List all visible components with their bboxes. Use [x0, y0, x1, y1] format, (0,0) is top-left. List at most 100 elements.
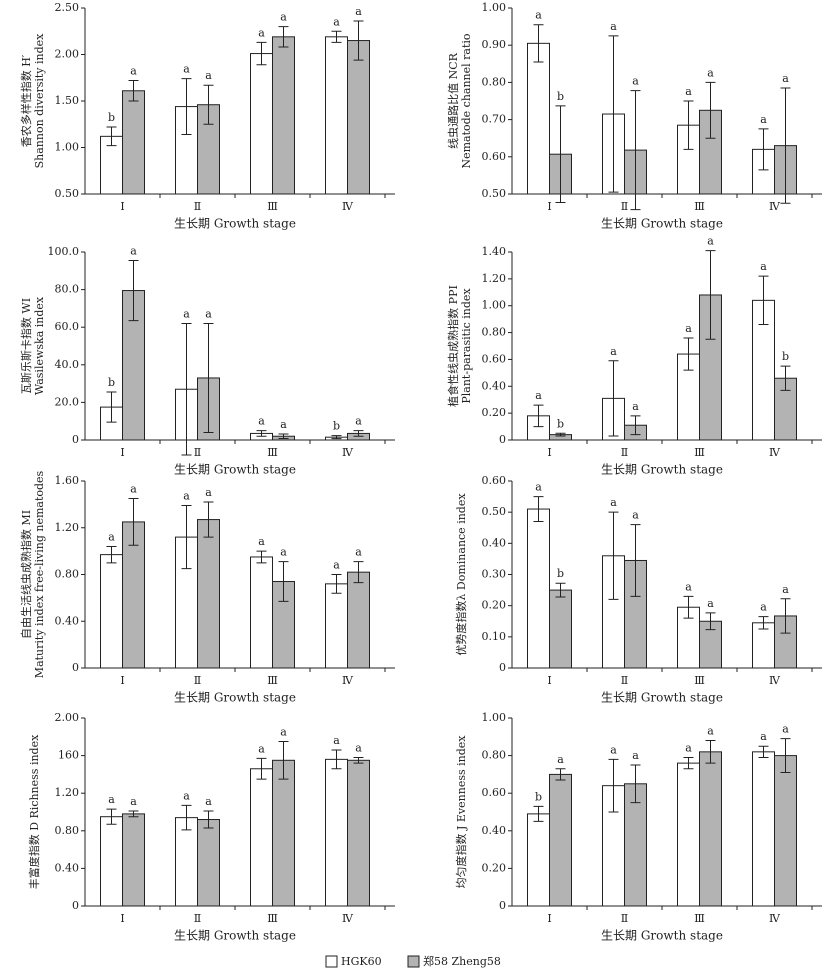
bar [272, 759, 295, 907]
x-tick-label: Ⅲ [267, 446, 278, 459]
bar [549, 589, 572, 669]
error-bar [758, 275, 769, 326]
bar [325, 758, 348, 907]
y-tick-label: 0.80 [482, 749, 507, 762]
y-tick-label: 1.20 [482, 272, 507, 285]
error-bar [128, 498, 139, 546]
y-tick-label: 0 [499, 899, 506, 912]
bar [197, 519, 220, 669]
error-bar [608, 758, 619, 813]
x-tick-label: Ⅳ [342, 674, 354, 687]
error-bar [533, 404, 544, 428]
error-bar [278, 741, 289, 780]
significance-letter: a [258, 26, 265, 39]
error-bar [608, 360, 619, 437]
significance-letter: a [130, 483, 137, 496]
error-bar [608, 511, 619, 600]
error-bar [181, 78, 192, 135]
error-bar [203, 84, 214, 125]
error-bar [106, 808, 117, 825]
significance-letter: b [108, 111, 115, 124]
significance-letter: a [782, 583, 789, 596]
x-tick-label: Ⅰ [547, 912, 551, 925]
error-bar [705, 81, 716, 139]
significance-letter: a [685, 580, 692, 593]
y-tick-label: 0.40 [482, 536, 507, 549]
significance-letter: b [557, 417, 564, 430]
significance-letter: a [130, 65, 137, 78]
y-tick-label: 0.80 [55, 568, 80, 581]
y-axis-label: 植食性线虫成熟指数 PPI [446, 285, 460, 407]
error-bar [780, 598, 791, 634]
bar [677, 762, 700, 907]
y-axis-label: Plant-parasitic index [460, 288, 473, 404]
error-bar [705, 740, 716, 764]
x-tick-label: Ⅳ [342, 446, 354, 459]
y-tick-label: 0.10 [482, 630, 507, 643]
error-bar [331, 574, 342, 594]
y-tick-label: 2.00 [55, 711, 80, 724]
y-tick-label: 0.60 [482, 150, 507, 163]
error-bar [128, 80, 139, 102]
x-tick-label: Ⅳ [769, 674, 781, 687]
y-tick-label: 40.0 [55, 358, 80, 371]
significance-letter: b [108, 376, 115, 389]
significance-letter: a [535, 481, 542, 494]
significance-letter: a [535, 9, 542, 22]
significance-letter: b [557, 90, 564, 103]
y-tick-label: 0.60 [482, 786, 507, 799]
x-axis-label: 生长期 Growth stage [174, 691, 296, 705]
x-tick-label: Ⅱ [621, 200, 628, 213]
error-bar [780, 738, 791, 774]
error-bar [203, 322, 214, 433]
y-tick-label: 0.20 [482, 406, 507, 419]
y-tick-label: 0.40 [55, 614, 80, 627]
y-axis-label: Shannon diversity index [33, 33, 46, 169]
x-tick-label: Ⅰ [120, 674, 124, 687]
y-tick-label: 0.40 [55, 861, 80, 874]
error-bar [555, 432, 566, 437]
x-tick-label: Ⅰ [547, 446, 551, 459]
bar [325, 36, 348, 195]
bar [752, 751, 775, 907]
significance-letter: a [355, 5, 362, 18]
significance-letter: a [760, 260, 767, 273]
error-bar [758, 745, 769, 758]
legend-label: 郑58 Zheng58 [423, 954, 501, 968]
x-tick-label: Ⅲ [267, 200, 278, 213]
y-tick-label: 1.00 [482, 299, 507, 312]
significance-letter: a [205, 795, 212, 808]
significance-letter: a [258, 415, 265, 428]
significance-letter: a [355, 741, 362, 754]
x-tick-label: Ⅲ [694, 200, 705, 213]
significance-letter: a [760, 730, 767, 743]
x-axis-label: 生长期 Growth stage [174, 463, 296, 477]
bar [549, 773, 572, 907]
error-bar [128, 259, 139, 322]
error-bar [278, 26, 289, 48]
y-axis-label: Wasilewska index [33, 296, 46, 395]
significance-letter: a [760, 113, 767, 126]
significance-letter: a [685, 741, 692, 754]
x-tick-label: Ⅱ [621, 912, 628, 925]
significance-letter: a [557, 753, 564, 766]
bar [250, 53, 273, 195]
bar [122, 90, 145, 195]
y-tick-label: 0.70 [482, 113, 507, 126]
bar [699, 751, 722, 907]
y-axis-label: 香农多样性指数 H′ [19, 54, 33, 147]
y-tick-label: 60.0 [55, 320, 80, 333]
x-tick-label: Ⅲ [694, 912, 705, 925]
y-tick-label: 20.0 [55, 395, 80, 408]
significance-letter: a [707, 66, 714, 79]
y-axis-label: Nematode channel ratio [460, 33, 473, 168]
y-axis-label: 自由生活线虫成熟指数 MI [19, 510, 33, 639]
bar [527, 42, 550, 195]
x-tick-label: Ⅳ [342, 912, 354, 925]
significance-letter: a [183, 789, 190, 802]
bar [774, 755, 797, 907]
significance-letter: a [205, 486, 212, 499]
y-tick-label: 100.0 [48, 245, 80, 258]
error-bar [630, 524, 641, 597]
error-bar [353, 430, 364, 437]
